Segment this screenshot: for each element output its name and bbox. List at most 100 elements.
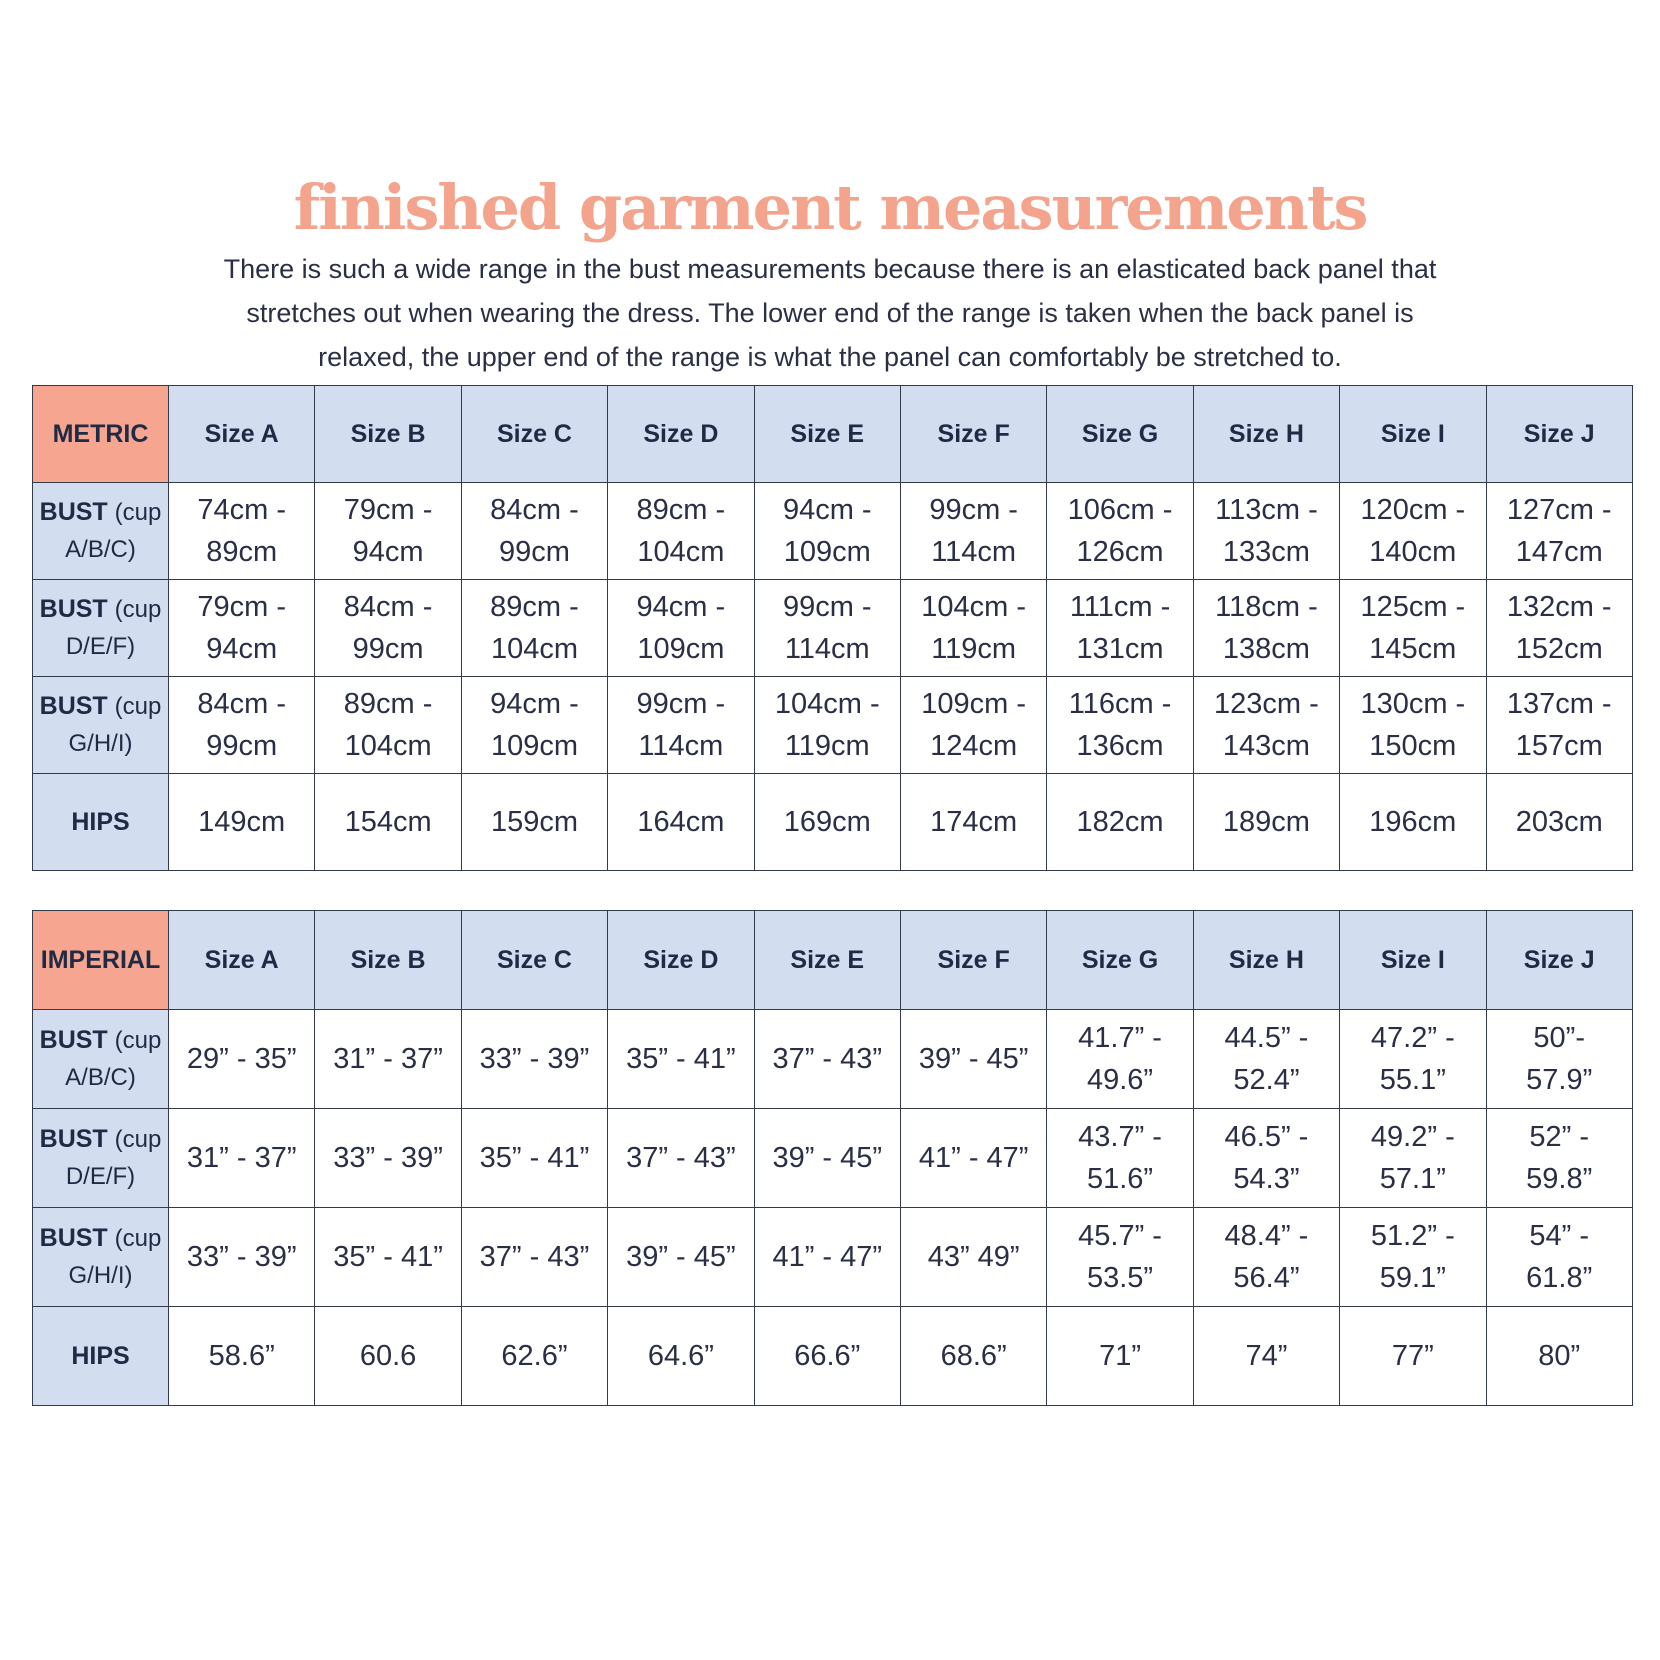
measurement-value: 150cm <box>1369 730 1457 762</box>
measurement-value: 37” - 43” <box>626 1142 736 1174</box>
row-label-cup: (cup G/H/I) <box>68 693 162 757</box>
measurement-value: 49.2” - <box>1370 1121 1455 1153</box>
measurement-cell: 54” - 61.8” <box>1485 1207 1633 1307</box>
measurement-value: 60.6 <box>359 1340 417 1372</box>
measurement-value: 94cm - <box>490 688 579 720</box>
size-header: Size I <box>1339 910 1487 1010</box>
measurement-value: 35” - 41” <box>479 1142 590 1174</box>
size-header: Size G <box>1046 910 1194 1010</box>
measurement-value: 43” 49” <box>927 1241 1020 1273</box>
measurement-cell: 111cm - 131cm <box>1046 579 1194 677</box>
measurement-value: 80” <box>1538 1340 1581 1372</box>
measurement-value: 114cm <box>931 536 1017 568</box>
measurement-value: 104cm <box>344 730 432 762</box>
size-header: Size D <box>607 910 755 1010</box>
measurement-value: 114cm <box>638 730 724 762</box>
measurement-value: 41” - 47” <box>918 1142 1029 1174</box>
measurement-value: 104cm <box>490 633 578 665</box>
size-header: Size F <box>899 910 1048 1010</box>
measurement-value: 164cm <box>637 806 725 838</box>
measurement-value: 51.2” - <box>1370 1220 1455 1252</box>
measurement-cell: 189cm <box>1192 773 1341 871</box>
measurement-value: 126cm <box>1076 536 1164 568</box>
row-label-cup: (cup D/E/F) <box>65 596 162 660</box>
measurement-cell: 77” <box>1339 1306 1487 1406</box>
measurement-value: 77” <box>1391 1340 1434 1372</box>
measurement-value: 84cm - <box>197 688 287 720</box>
measurement-value: 52.4” <box>1233 1064 1300 1096</box>
measurement-value: 74cm - <box>197 494 287 526</box>
measurement-cell: 84cm - 99cm <box>167 676 316 774</box>
measurement-value: 109cm - <box>921 688 1027 720</box>
measurement-cell: 51.2” - 59.1” <box>1339 1207 1487 1307</box>
measurement-value: 59.8” <box>1526 1163 1593 1195</box>
metric-table: METRIC Size A Size B Size C Size D Size E Size… <box>32 385 1633 871</box>
row-label: BUST (cup G/H/I) <box>32 1207 169 1307</box>
measurement-cell: 89cm - 104cm <box>460 579 609 677</box>
measurement-value: 143cm <box>1222 730 1310 762</box>
measurement-cell: 31” - 37” <box>314 1009 462 1109</box>
row-label-measure: HIPS <box>71 808 130 836</box>
measurement-value: 79cm - <box>343 494 433 526</box>
measurement-cell: 49.2” - 57.1” <box>1339 1108 1487 1208</box>
measurement-value: 39” - 45” <box>626 1241 736 1273</box>
measurement-value: 127cm - <box>1506 494 1612 526</box>
measurement-cell: 39” - 45” <box>753 1108 901 1208</box>
measurement-cell: 60.6 <box>314 1306 462 1406</box>
row-label: BUST (cup A/B/C) <box>32 482 169 580</box>
measurement-value: 49.6” <box>1086 1064 1154 1096</box>
size-header: Size F <box>899 385 1048 483</box>
size-header: Size A <box>167 385 316 483</box>
size-header: Size C <box>460 910 609 1010</box>
measurement-cell: 89cm - 104cm <box>607 482 755 580</box>
table-row: BUST (cup G/H/I) 33” - 39” 35” - 41” 37” - … <box>32 1207 1633 1307</box>
measurement-cell: 123cm - 143cm <box>1192 676 1341 774</box>
row-label-cup: (cup A/B/C) <box>65 499 162 563</box>
measurement-cell: 37” - 43” <box>753 1009 901 1109</box>
measurement-value: 58.6” <box>208 1340 275 1372</box>
measurement-value: 114cm <box>784 633 870 665</box>
measurement-cell: 106cm - 126cm <box>1046 482 1194 580</box>
measurement-value: 111cm - <box>1069 591 1171 623</box>
measurement-cell: 31” - 37” <box>167 1108 316 1208</box>
measurement-value: 43.7” - <box>1078 1121 1162 1153</box>
metric-unit-label: METRIC <box>32 385 169 483</box>
measurement-value: 89cm <box>206 536 278 568</box>
measurement-value: 31” - 37” <box>186 1142 297 1174</box>
row-label-measure: HIPS <box>71 1342 130 1370</box>
measurement-cell: 94cm - 109cm <box>607 579 755 677</box>
imperial-unit-label: IMPERIAL <box>32 910 169 1010</box>
size-header: Size E <box>753 910 901 1010</box>
measurement-cell: 37” - 43” <box>460 1207 609 1307</box>
row-label-measure: BUST <box>39 692 108 720</box>
measurement-cell: 29” - 35” <box>167 1009 316 1109</box>
measurement-cell: 64.6” <box>607 1306 755 1406</box>
measurement-value: 61.8” <box>1526 1262 1593 1294</box>
measurement-cell: 35” - 41” <box>607 1009 755 1109</box>
imperial-table: IMPERIAL Size A Size B Size C Size D Size E Si… <box>32 910 1633 1406</box>
measurement-value: 136cm <box>1076 730 1164 762</box>
measurement-value: 104cm - <box>921 591 1027 623</box>
measurement-cell: 84cm - 99cm <box>314 579 462 677</box>
measurement-cell: 44.5” - 52.4” <box>1192 1009 1341 1109</box>
measurement-value: 35” - 41” <box>626 1043 736 1075</box>
measurement-cell: 62.6” <box>460 1306 609 1406</box>
measurement-value: 94cm - <box>782 494 872 526</box>
measurement-cell: 164cm <box>607 773 755 871</box>
measurement-value: 89cm - <box>490 591 579 623</box>
measurement-cell: 99cm - 114cm <box>607 676 755 774</box>
size-header: Size H <box>1192 910 1341 1010</box>
measurement-value: 123cm - <box>1214 688 1319 720</box>
size-header: Size D <box>607 385 755 483</box>
measurement-value: 71” <box>1099 1340 1141 1372</box>
measurement-value: 125cm - <box>1360 591 1466 623</box>
measurement-cell: 89cm - 104cm <box>314 676 462 774</box>
table-row: HIPS 58.6” 60.6 62.6” 64.6” 66.6” 68.6” 71” 74” 7… <box>32 1306 1633 1406</box>
header-row: METRIC Size A Size B Size C Size D Size E Size… <box>32 385 1633 483</box>
measurement-value: 41” - 47” <box>772 1241 883 1273</box>
measurement-value: 57.9” <box>1526 1064 1593 1096</box>
size-header: Size H <box>1192 385 1341 483</box>
measurement-cell: 33” - 39” <box>167 1207 316 1307</box>
measurement-cell: 41” - 47” <box>753 1207 901 1307</box>
measurement-value: 174cm <box>930 806 1018 838</box>
